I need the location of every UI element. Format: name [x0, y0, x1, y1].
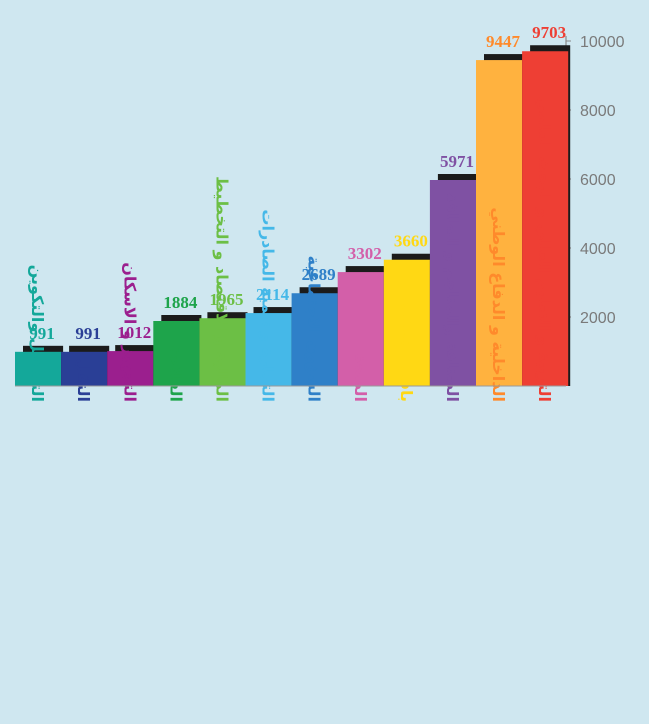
data-label: 5971 — [440, 152, 474, 171]
category-label: التجارة و تنمية الصادرات — [259, 209, 278, 402]
y-tick-label: 8000 — [580, 103, 616, 120]
category-label: الداخلية و الدفاع الوطني — [488, 207, 508, 402]
bar — [61, 351, 108, 386]
y-tick-label: 4000 — [580, 241, 616, 258]
category-label: الصحة — [351, 354, 370, 403]
category-label: باقي النفقات — [396, 295, 416, 402]
data-label: 991 — [29, 324, 55, 343]
data-label: 1012 — [117, 323, 151, 342]
y-tick-label: 10000 — [580, 34, 625, 51]
data-label: 2114 — [256, 285, 290, 304]
category-label: النقل — [74, 358, 93, 402]
category-label: التربية و التعليم العالي و البحث العلمي — [534, 97, 554, 402]
bar — [291, 293, 338, 386]
bar — [245, 313, 292, 386]
category-label: الصناعة والمناجم و الطاقة — [443, 193, 462, 402]
bar — [107, 351, 154, 386]
bar — [337, 272, 384, 386]
data-label: 2689 — [302, 265, 336, 284]
bar — [15, 351, 62, 386]
y-tick-label: 6000 — [580, 172, 616, 189]
bar — [153, 321, 200, 386]
data-label: 9447 — [486, 32, 521, 51]
bar — [429, 180, 476, 386]
bar — [383, 259, 430, 386]
bar — [199, 318, 246, 386]
category-label: المالية و الاقتصاد و التخطيط — [212, 176, 231, 402]
data-label: 3302 — [348, 244, 382, 263]
y-tick-label: 2000 — [580, 310, 616, 327]
data-label: 1884 — [163, 293, 198, 312]
category-label: التشغيل والتكوين — [28, 265, 47, 402]
data-label: 991 — [75, 324, 101, 343]
data-label: 1965 — [209, 290, 243, 309]
category-label: الفلاحة — [166, 346, 185, 402]
data-label: 3660 — [394, 232, 428, 251]
category-label: الشؤون الاجتماعية — [305, 256, 324, 402]
bar — [476, 60, 523, 387]
bar — [522, 51, 569, 387]
data-label: 9703 — [532, 23, 566, 42]
category-label: التجهيز و الاسكان — [120, 262, 139, 402]
